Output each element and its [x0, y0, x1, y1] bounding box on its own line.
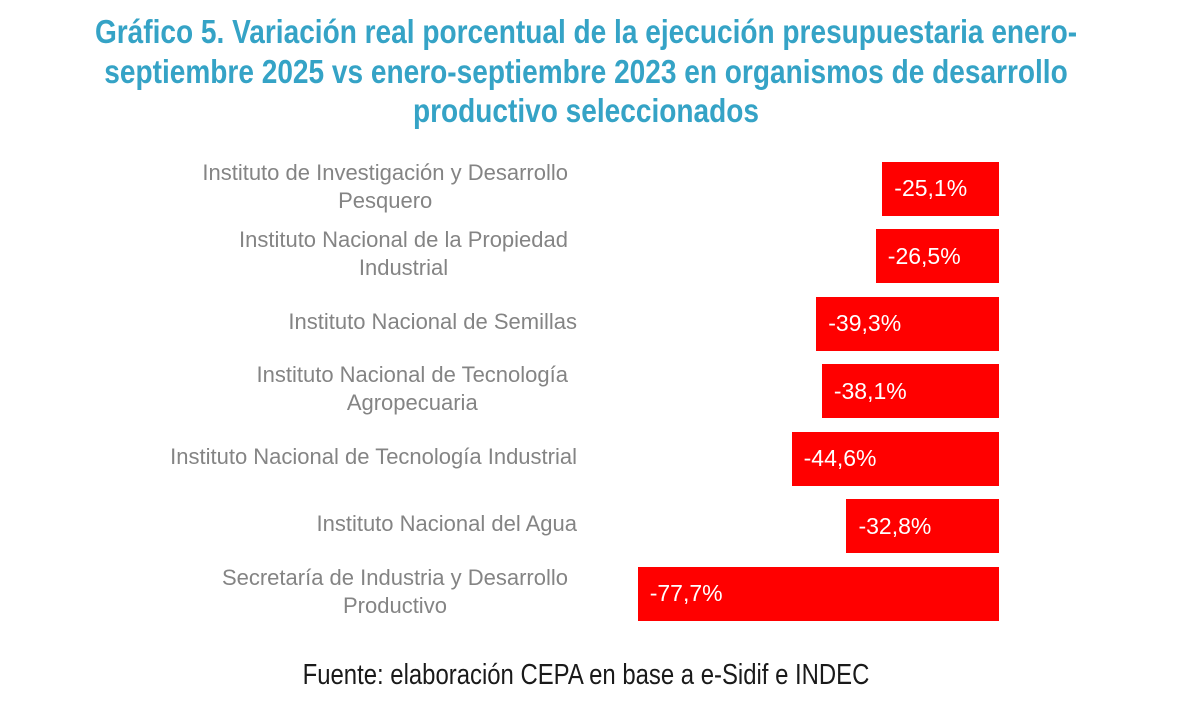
bar-value-label: -39,3% [828, 310, 902, 336]
chart-row: Instituto Nacional de la Propiedad Indus… [0, 227, 1180, 283]
source-note: Fuente: elaboración CEPA en base a e-Sid… [302, 659, 870, 691]
bar-value-label: -38,1% [833, 377, 907, 404]
bar: -38,1% [821, 364, 999, 418]
category-label: Instituto Nacional de la Propiedad Indus… [239, 227, 568, 280]
chart-row: Secretaría de Industria y Desarrollo Pro… [0, 564, 1180, 621]
chart-row: Instituto de Investigación y Desarrollo … [0, 159, 1180, 216]
category-label: Instituto Nacional de Semillas [288, 308, 577, 334]
bar: -26,5% [875, 229, 999, 283]
bar-value-label: -44,6% [803, 445, 877, 471]
bar-value-label: -32,8% [858, 512, 932, 539]
bar-value-label: -77,7% [649, 580, 723, 606]
chart-title: Gráfico 5. Variación real porcentual de … [94, 13, 1078, 129]
category-label: Instituto Nacional del Agua [316, 511, 577, 536]
bar-value-label: -26,5% [887, 242, 961, 269]
category-label: Secretaría de Industria y Desarrollo Pro… [221, 564, 568, 618]
bar: -77,7% [637, 566, 999, 621]
chart-row: Instituto Nacional de Tecnología Agropec… [0, 362, 1180, 418]
category-label: Instituto de Investigación y Desarrollo … [202, 159, 568, 213]
category-label: Instituto Nacional de Tecnología Agropec… [256, 362, 568, 415]
bar: -25,1% [882, 161, 999, 216]
chart-row: Instituto Nacional de Semillas -39,3% [0, 296, 1180, 351]
bar: -44,6% [791, 431, 999, 486]
bar-value-label: -25,1% [894, 175, 968, 201]
chart-row: Instituto Nacional de Tecnología Industr… [0, 431, 1180, 486]
category-label: Instituto Nacional de Tecnología Industr… [170, 443, 577, 469]
chart-row: Instituto Nacional del Agua -32,8% [0, 499, 1180, 553]
bar: -32,8% [846, 499, 999, 553]
bar: -39,3% [816, 296, 999, 351]
